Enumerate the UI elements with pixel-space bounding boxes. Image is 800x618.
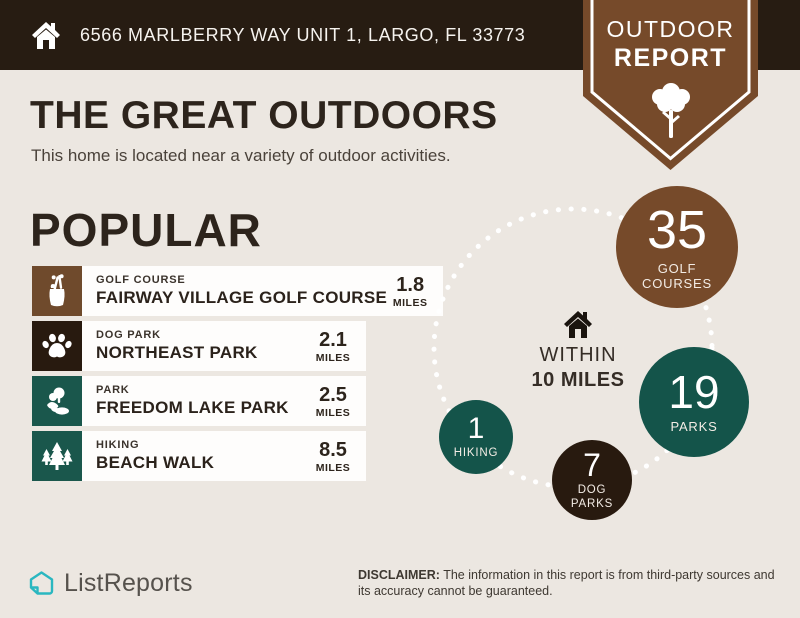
- disclaimer-label: DISCLAIMER:: [358, 568, 440, 582]
- item-name: NORTHEAST PARK: [96, 343, 258, 362]
- item-distance: 1.8: [396, 273, 425, 296]
- radius-text: 10 MILES: [531, 369, 625, 391]
- stat-label: DOG PARKS: [570, 484, 614, 510]
- item-distance: 2.5: [319, 383, 347, 406]
- item-category: PARK: [96, 384, 130, 396]
- paw-icon: [32, 321, 82, 371]
- stat-label: HIKING: [453, 446, 499, 459]
- golf-bag-icon: [32, 266, 82, 316]
- list-item-park[interactable]: PARK FREEDOM LAKE PARK 2.5 MILES: [32, 376, 366, 426]
- tree-icon: [652, 83, 690, 138]
- listreports-icon: [29, 571, 54, 595]
- stat-value: 19: [668, 366, 720, 419]
- park-icon: [32, 376, 82, 426]
- brand-name: ListReports: [64, 569, 193, 597]
- stat-value: 7: [583, 447, 601, 484]
- item-category: GOLF COURSE: [96, 274, 186, 286]
- outdoor-report-badge: OUTDOOR REPORT: [583, 0, 758, 172]
- stat-bubble-parks: 19 PARKS: [639, 347, 749, 457]
- property-address: 6566 MARLBERRY WAY UNIT 1, LARGO, FL 337…: [80, 24, 526, 45]
- badge-line1: OUTDOOR: [606, 16, 735, 42]
- disclaimer-text: The information in this report is from t…: [358, 568, 775, 599]
- popular-list: GOLF COURSE FAIRWAY VILLAGE GOLF COURSE …: [32, 266, 444, 486]
- listreports-logo: ListReports: [28, 569, 193, 598]
- pine-trees-icon: [32, 431, 82, 481]
- item-category: DOG PARK: [96, 329, 161, 341]
- list-item-golf-course[interactable]: GOLF COURSE FAIRWAY VILLAGE GOLF COURSE …: [32, 266, 444, 316]
- item-name: FAIRWAY VILLAGE GOLF COURSE: [96, 288, 388, 307]
- item-distance: 2.1: [319, 328, 347, 351]
- page-subtitle: This home is located near a variety of o…: [31, 146, 451, 165]
- stat-bubble-dog-parks: 7 DOG PARKS: [552, 440, 632, 520]
- popular-heading: POPULAR: [30, 204, 262, 256]
- badge-line2: REPORT: [613, 44, 728, 72]
- stat-label: GOLF COURSES: [642, 260, 712, 291]
- stat-value: 1: [467, 411, 485, 445]
- center-home-icon: [564, 311, 592, 338]
- item-distance: 8.5: [319, 438, 347, 461]
- item-distance-unit: MILES: [392, 296, 428, 309]
- list-item-hiking[interactable]: HIKING BEACH WALK 8.5 MILES: [32, 431, 366, 481]
- item-category: HIKING: [96, 439, 140, 451]
- list-item-dog-park[interactable]: DOG PARK NORTHEAST PARK 2.1 MILES: [32, 321, 366, 371]
- item-distance-unit: MILES: [315, 351, 351, 364]
- within-text: WITHIN: [539, 344, 617, 366]
- item-name: BEACH WALK: [96, 453, 215, 472]
- stat-value: 35: [646, 199, 708, 260]
- radius-center-label: WITHIN 10 MILES: [493, 344, 663, 392]
- stat-bubble-golf-courses: 35 GOLF COURSES: [616, 186, 738, 308]
- stat-bubble-hiking: 1 HIKING: [439, 400, 513, 474]
- item-distance-unit: MILES: [315, 461, 351, 474]
- home-icon: [32, 22, 60, 49]
- page-title: THE GREAT OUTDOORS: [30, 94, 498, 137]
- item-name: FREEDOM LAKE PARK: [96, 398, 289, 417]
- item-distance-unit: MILES: [315, 406, 351, 419]
- disclaimer: DISCLAIMER: The information in this repo…: [358, 567, 788, 600]
- stat-label: PARKS: [670, 419, 718, 435]
